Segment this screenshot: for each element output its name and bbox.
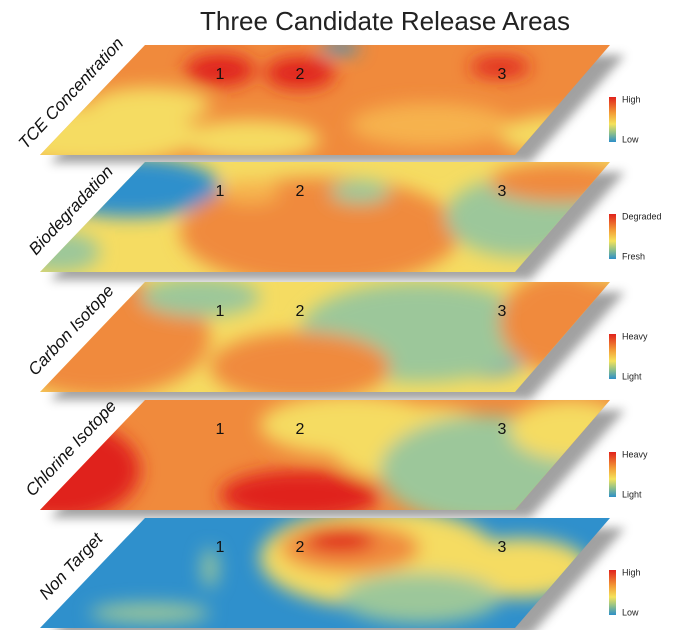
map-region	[90, 603, 210, 623]
legend-bar	[609, 452, 616, 497]
legend-low: Light	[622, 371, 642, 381]
release-area-marker: 3	[498, 303, 507, 320]
legend-bar	[609, 570, 616, 615]
legend-bar	[609, 97, 616, 142]
legend-high: Heavy	[622, 331, 648, 341]
release-area-marker: 1	[216, 183, 225, 200]
legend-high: Degraded	[622, 211, 662, 221]
release-area-marker: 3	[498, 421, 507, 438]
map-region	[90, 87, 210, 123]
release-area-marker: 3	[498, 539, 507, 556]
legend-low: Low	[622, 134, 639, 144]
release-area-marker: 1	[216, 303, 225, 320]
legend-bar	[609, 334, 616, 379]
legend-high: Heavy	[622, 449, 648, 459]
map-region	[305, 528, 375, 552]
legend-low: Light	[622, 489, 642, 499]
map-region	[330, 180, 390, 204]
release-area-marker: 2	[296, 303, 305, 320]
map-region	[320, 42, 360, 54]
map-region	[340, 573, 500, 623]
legend-high: High	[622, 94, 641, 104]
map-region	[220, 180, 280, 204]
legend-high: High	[622, 567, 641, 577]
legend-low: Low	[622, 607, 639, 617]
legend-bar	[609, 214, 616, 259]
release-area-marker: 1	[216, 421, 225, 438]
map-region	[210, 332, 390, 402]
release-area-marker: 3	[498, 183, 507, 200]
scene: Three Candidate Release Areas 1 2 3 High Low…	[0, 0, 675, 630]
release-area-marker: 2	[296, 421, 305, 438]
map-region	[140, 277, 260, 317]
release-area-marker: 1	[216, 539, 225, 556]
legend-low: Fresh	[622, 251, 645, 261]
heat-map	[0, 508, 620, 628]
release-area-marker: 2	[296, 66, 305, 83]
map-region	[350, 103, 510, 147]
release-area-marker: 2	[296, 539, 305, 556]
release-area-marker: 3	[498, 66, 507, 83]
release-area-marker: 2	[296, 183, 305, 200]
release-area-marker: 1	[216, 66, 225, 83]
title: Three Candidate Release Areas	[200, 6, 570, 36]
map-region	[180, 120, 320, 160]
